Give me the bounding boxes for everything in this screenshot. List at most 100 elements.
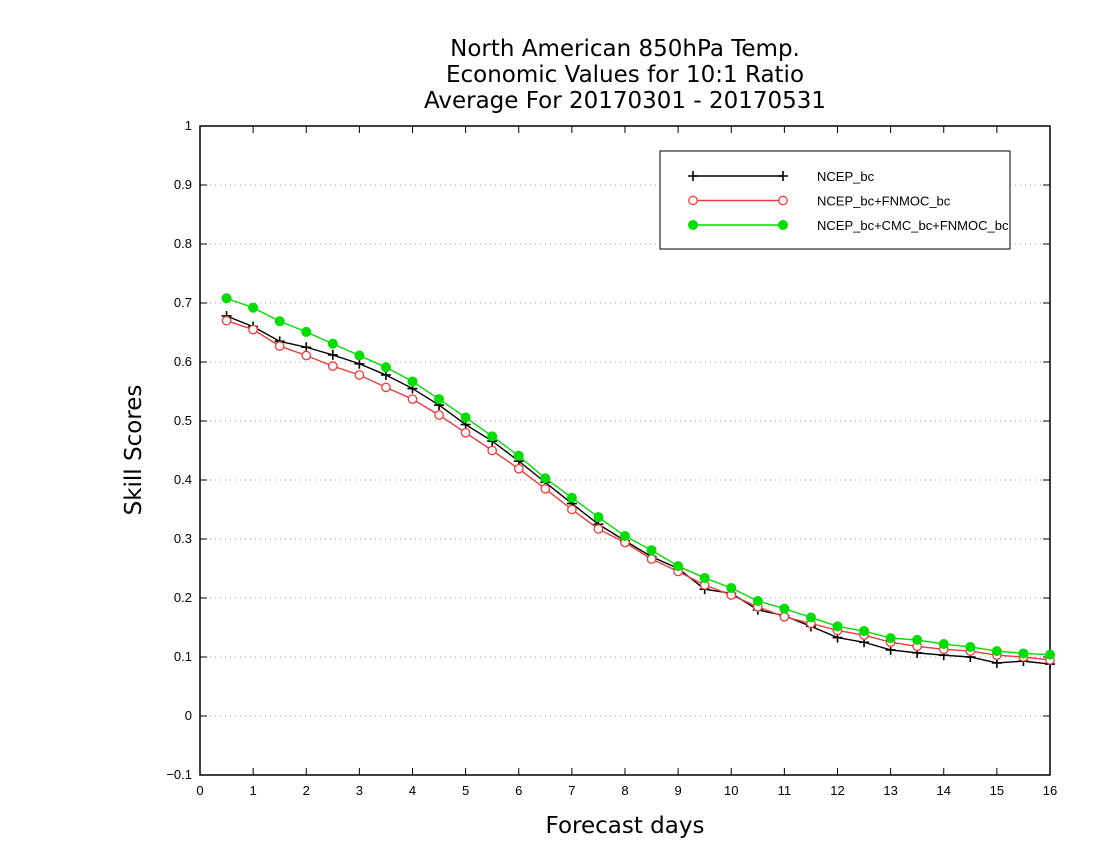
- data-point: [912, 634, 923, 645]
- data-point: [460, 427, 471, 438]
- y-tick-label: 0.6: [174, 354, 192, 369]
- x-tick-label: 13: [883, 783, 897, 798]
- x-tick-label: 10: [724, 783, 738, 798]
- data-point: [991, 646, 1002, 657]
- series-line: [226, 320, 1051, 661]
- data-point: [487, 431, 498, 442]
- data-point: [221, 293, 232, 304]
- data-point: [673, 561, 684, 572]
- x-tick-label: 12: [830, 783, 844, 798]
- series-line: [226, 297, 1051, 656]
- legend: NCEP_bc NCEP_bc+FNMOC_bc NCEP_bc+CMC_bc+FN…: [659, 150, 1011, 250]
- axis-ticks: −0.100.10.20.30.40.50.60.70.80.910 1 2 3 4 5 6…: [166, 118, 1057, 798]
- series-group: [221, 293, 1055, 670]
- x-tick-label: 1: [250, 783, 257, 798]
- series-2: [221, 315, 1055, 665]
- data-point: [646, 545, 657, 556]
- x-tick-label: 7: [568, 783, 575, 798]
- data-point: [513, 463, 524, 474]
- data-point: [221, 315, 232, 326]
- data-point: [380, 362, 391, 373]
- data-point: [460, 412, 471, 423]
- grid-lines: [200, 184, 1050, 717]
- data-point: [688, 220, 698, 230]
- y-tick-label: 0.7: [174, 295, 192, 310]
- data-point: [646, 554, 657, 564]
- x-tick-label: 9: [675, 783, 682, 798]
- data-point: [752, 595, 763, 606]
- data-point: [620, 531, 630, 542]
- data-point: [688, 195, 698, 206]
- title-line-2: Economic Values for 10:1 Ratio: [445, 62, 805, 88]
- data-point: [354, 350, 365, 361]
- data-point: [699, 572, 710, 583]
- data-point: [301, 326, 312, 337]
- data-point: [301, 350, 312, 361]
- data-point: [487, 445, 498, 456]
- x-tick-label: 5: [462, 783, 469, 798]
- data-point: [274, 316, 285, 327]
- data-point: [434, 410, 444, 420]
- data-point: [726, 582, 737, 593]
- data-point: [1045, 649, 1055, 660]
- data-point: [778, 220, 788, 230]
- x-tick-label: 8: [621, 783, 628, 798]
- data-point: [779, 603, 790, 614]
- data-point: [513, 450, 524, 461]
- data-point: [779, 612, 790, 622]
- y-tick-label: 0.9: [174, 177, 192, 192]
- legend-label: NCEP_bc: [817, 169, 875, 184]
- x-tick-label: 2: [303, 783, 310, 798]
- title-line-1: North American 850hPa Temp.: [450, 36, 800, 62]
- data-point: [566, 492, 577, 503]
- x-tick-label: 4: [409, 783, 416, 798]
- data-point: [832, 621, 843, 632]
- data-point: [593, 524, 604, 534]
- legend-entry: NCEP_bc+CMC_bc+FNMOC_bc: [688, 218, 1009, 233]
- data-point: [354, 370, 365, 380]
- y-tick-label: −0.1: [166, 767, 192, 782]
- legend-entry: NCEP_bc: [688, 169, 875, 184]
- data-point: [381, 382, 391, 393]
- data-point: [327, 361, 338, 371]
- y-tick-label: 0.8: [174, 236, 192, 251]
- legend-label: NCEP_bc+CMC_bc+FNMOC_bc: [817, 218, 1009, 233]
- data-point: [885, 633, 896, 644]
- x-axis-label: Forecast days: [546, 813, 705, 839]
- legend-label: NCEP_bc+FNMOC_bc: [817, 194, 951, 209]
- y-tick-label: 0.1: [174, 649, 192, 664]
- chart-title: North American 850hPa Temp. Economic Val…: [200, 36, 1050, 114]
- data-point: [248, 302, 259, 313]
- y-tick-label: 0: [185, 708, 192, 723]
- data-point: [407, 376, 418, 387]
- y-tick-label: 1: [185, 118, 192, 133]
- legend-entry: NCEP_bc+FNMOC_bc: [688, 194, 951, 209]
- data-point: [805, 612, 816, 623]
- data-point: [301, 342, 312, 353]
- series-1: [221, 310, 1055, 670]
- x-tick-label: 16: [1043, 783, 1057, 798]
- data-point: [778, 171, 788, 181]
- data-point: [327, 349, 338, 360]
- y-tick-label: 0.4: [174, 472, 192, 487]
- legend-entries: NCEP_bc NCEP_bc+FNMOC_bc NCEP_bc+CMC_bc+FN…: [688, 169, 1009, 233]
- data-point: [1018, 648, 1029, 659]
- data-point: [778, 195, 788, 206]
- series-3: [221, 293, 1055, 660]
- x-tick-label: 3: [356, 783, 363, 798]
- x-tick-label: 11: [778, 783, 792, 798]
- data-point: [540, 473, 551, 484]
- data-point: [859, 626, 870, 637]
- x-tick-label: 14: [937, 783, 951, 798]
- y-tick-label: 0.3: [174, 531, 192, 546]
- data-point: [434, 394, 445, 405]
- x-tick-label: 15: [990, 783, 1004, 798]
- y-axis-label: Skill Scores: [121, 385, 147, 516]
- x-tick-label: 0: [196, 783, 203, 798]
- data-point: [248, 324, 258, 335]
- y-tick-label: 0.5: [174, 413, 192, 428]
- data-point: [540, 483, 551, 494]
- data-point: [567, 504, 577, 515]
- x-tick-label: 6: [515, 783, 522, 798]
